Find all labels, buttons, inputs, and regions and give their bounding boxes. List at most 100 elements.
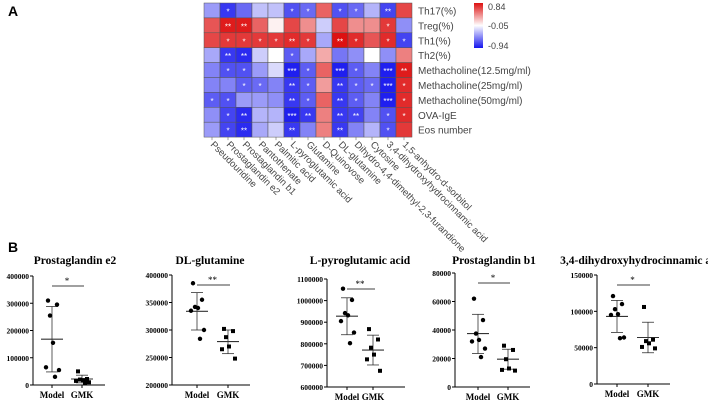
heatmap-row-label: Th17(%)	[418, 6, 456, 17]
heatmap-cell	[331, 47, 349, 63]
model-data-point	[473, 331, 479, 336]
legend-max-label: 0.84	[488, 2, 506, 12]
scatter-plot-5: 3,4-dihydroxyhydrocinnamic acid 0 50000 100…	[560, 255, 708, 399]
heatmap-cell	[363, 17, 381, 34]
significance-star: **	[241, 127, 247, 136]
scatter-plot-3: L-pyroglutamic acid 600000 700000 800000 900…	[297, 255, 411, 402]
significance-star: *	[274, 37, 277, 46]
heatmap-cell	[203, 77, 221, 93]
model-data-point	[188, 308, 194, 313]
heatmap-row-label: Th2(%)	[418, 51, 451, 62]
model-data-point	[482, 346, 488, 351]
color-legend: 0.84 -0.05 -0.94	[474, 2, 509, 51]
heatmap-row-label: Treg(%)	[418, 21, 454, 32]
y-tick-label: 0	[447, 383, 451, 392]
significance-star: ***	[287, 67, 296, 76]
significance-star: *	[226, 7, 229, 16]
model-data-point	[345, 313, 351, 318]
significance-star: *	[354, 67, 357, 76]
significance-star: *	[354, 37, 357, 46]
gmk-data-point	[231, 329, 235, 334]
panel-label-b: B	[8, 239, 18, 255]
heatmap-cell	[251, 17, 269, 34]
heatmap-cell	[395, 121, 413, 138]
heatmap-cell	[347, 121, 365, 138]
heatmap-cell	[267, 121, 285, 138]
significance-star: **	[241, 112, 247, 121]
model-data-point	[195, 305, 201, 311]
heatmap-cell	[315, 107, 333, 123]
heatmap-cell	[219, 77, 237, 93]
gmk-data-point	[369, 345, 373, 350]
model-data-point	[478, 354, 484, 360]
y-tick-label: 300000	[146, 326, 169, 335]
heatmap-cell	[347, 47, 365, 63]
significance-star: *	[258, 37, 261, 46]
gmk-data-point	[74, 378, 78, 383]
heatmap-cell	[267, 2, 285, 19]
heatmap-cell	[203, 47, 221, 63]
gmk-data-point	[640, 344, 644, 349]
scatter-plot-2: DL-glutamine 200000 250000 300000 350000 4000…	[146, 255, 250, 400]
x-tick-label: GMK	[217, 390, 240, 400]
y-tick-label: 1100000	[297, 275, 323, 284]
heatmap-cell	[267, 62, 285, 78]
significance-star: **	[401, 67, 407, 76]
x-tick-label: GMK	[637, 389, 660, 399]
model-data-point	[351, 330, 357, 335]
heatmap-cell	[235, 2, 253, 19]
heatmap-cell	[315, 121, 333, 138]
significance-star: *	[386, 37, 389, 46]
heatmap-cell	[299, 47, 317, 63]
heatmap-row-label: Th1(%)	[418, 36, 451, 47]
significance-label: *	[630, 275, 635, 285]
x-tick-label: GMK	[362, 392, 385, 402]
significance-star: **	[337, 82, 343, 91]
gmk-data-point	[513, 368, 517, 373]
heatmap-cell	[267, 47, 285, 63]
y-tick-label: 1000000	[297, 297, 324, 306]
y-tick-label: 400000	[7, 272, 30, 281]
heatmap-cell	[299, 121, 317, 138]
significance-star: *	[354, 82, 357, 91]
y-tick-label: 400000	[146, 271, 169, 280]
significance-star: ***	[287, 112, 296, 121]
heatmap: * * * * * ** Th17(%)** ** * Treg(%)* * * * ** * ** * * * Th…	[203, 2, 531, 255]
y-tick-label: 200000	[146, 381, 169, 390]
significance-star: **	[337, 37, 343, 46]
significance-star: *	[386, 127, 389, 136]
heatmap-cell	[267, 77, 285, 93]
heatmap-cell	[299, 17, 317, 34]
heatmap-cell	[395, 17, 413, 34]
model-data-point	[610, 293, 616, 299]
gmk-data-point	[81, 378, 85, 383]
heatmap-cell	[395, 2, 413, 19]
significance-star: *	[306, 67, 309, 76]
y-tick-label: 100000	[7, 354, 30, 363]
legend-min-label: -0.94	[488, 41, 509, 51]
gmk-data-point	[85, 377, 89, 382]
significance-star: *	[402, 97, 405, 106]
significance-star: **	[337, 97, 343, 106]
heatmap-cell	[347, 17, 365, 34]
significance-star: *	[242, 67, 245, 76]
significance-star: ***	[383, 67, 392, 76]
model-data-point	[621, 335, 627, 340]
significance-label: *	[65, 276, 70, 286]
heatmap-cell	[251, 107, 269, 123]
significance-star: ***	[335, 67, 344, 76]
gmk-data-point	[224, 335, 228, 340]
significance-star: *	[210, 97, 213, 106]
significance-star: ***	[383, 97, 392, 106]
y-tick-label: 50000	[574, 344, 593, 353]
y-tick-label: 0	[589, 380, 593, 389]
model-data-point	[56, 367, 62, 373]
x-tick-label: GMK	[71, 390, 94, 400]
panel-label-a: A	[8, 3, 18, 19]
model-data-point	[476, 337, 482, 343]
significance-star: *	[290, 7, 293, 16]
plot-title: Prostaglandin e2	[34, 255, 117, 267]
gmk-data-point	[647, 341, 651, 346]
model-data-point	[197, 336, 203, 341]
